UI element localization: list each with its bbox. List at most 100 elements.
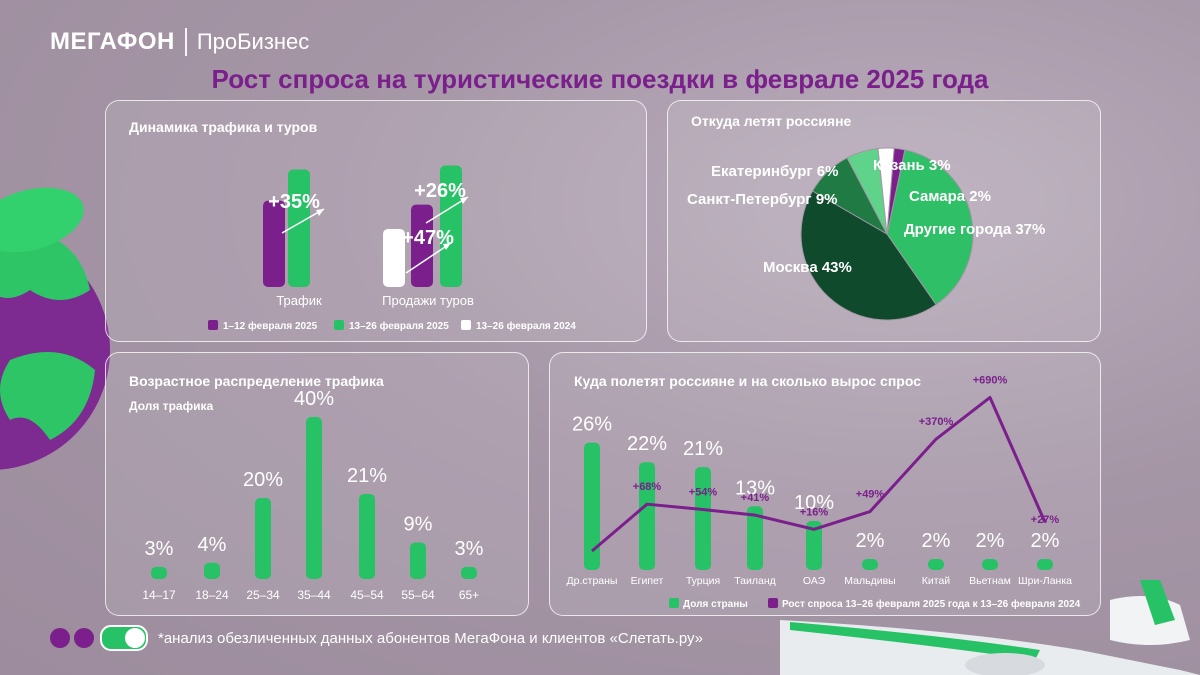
- pie-label: Другие города 37%: [904, 221, 1045, 238]
- country-share-label: 13%: [735, 477, 775, 499]
- country-bar: [928, 559, 944, 570]
- age-tick-label: 25–34: [246, 588, 280, 602]
- page-title: Рост спроса на туристические поездки в ф…: [211, 64, 989, 94]
- growth-arrow: [405, 242, 452, 274]
- legend-swatch: [334, 320, 344, 330]
- country-share-label: 21%: [683, 438, 723, 460]
- legend-swatch: [208, 320, 218, 330]
- brand-logo: МегаФон ПроБизнес: [50, 28, 309, 56]
- chart-age-distribution: 3% 14–17 4% 18–24 20% 25–34 40% 35–44 21% 45–54 9%…: [142, 388, 484, 602]
- purple-dot-icon: [50, 628, 70, 648]
- country-tick-label: Мальдивы: [844, 575, 895, 587]
- country-bar: [584, 442, 600, 570]
- age-value-label: 21%: [347, 465, 387, 487]
- country-share-label: 26%: [572, 414, 612, 436]
- demand-growth-line: [591, 395, 1047, 553]
- pie-slice-Самара: [886, 147, 906, 235]
- country-bar: [695, 467, 711, 570]
- legend-label: 13–26 февраля 2025: [349, 320, 449, 332]
- country-bar: [747, 506, 763, 570]
- age-bar: [204, 562, 220, 579]
- brand-product: ПроБизнес: [196, 29, 310, 54]
- pie-slice-Москва: [800, 190, 937, 321]
- country-share-label: 2%: [976, 530, 1005, 552]
- legend-swatch: [669, 598, 679, 608]
- pie-label: Самара 2%: [909, 188, 991, 205]
- age-bar: [151, 566, 167, 579]
- growth-value-label: +27%: [1031, 514, 1060, 526]
- age-bar: [306, 417, 322, 579]
- country-tick-label: Таиланд: [734, 575, 776, 587]
- country-tick-label: Др.страны: [567, 575, 618, 587]
- growth-value-label: +41%: [741, 492, 770, 504]
- growth-value-label: +54%: [689, 486, 718, 498]
- pie-label: Казань 3%: [873, 157, 951, 174]
- airplane-illustration: [780, 580, 1200, 675]
- legend-swatch: [768, 598, 778, 608]
- chart-origin-cities: Другие города 37% Москва 43% Санкт-Петербу…: [687, 147, 1045, 321]
- chart-traffic-tours: Трафик Продажи туров +35% +26% +47% 1–12 февр…: [208, 165, 576, 332]
- bar-Продажи туров-1: [440, 165, 462, 287]
- country-share-label: 2%: [856, 530, 885, 552]
- chart-title: Куда полетят россияне и на сколько вырос…: [574, 373, 921, 389]
- growth-value-label: +68%: [633, 481, 662, 493]
- chart-subtitle: Доля трафика: [129, 399, 214, 413]
- age-value-label: 3%: [145, 538, 174, 560]
- chart-destinations: 26% Др.страны 22% Египет 21% Турция 13% Таиланд…: [567, 374, 1081, 610]
- growth-arrowhead: [316, 209, 324, 216]
- purple-dot-icon: [74, 628, 94, 648]
- pie-label: Москва 43%: [763, 259, 852, 276]
- age-value-label: 3%: [455, 538, 484, 560]
- footnote: *анализ обезличенных данных абонентов Ме…: [158, 629, 704, 647]
- chart-title: Возрастное распределение трафика: [129, 373, 384, 389]
- bar-Продажи туров-2: [383, 228, 405, 287]
- country-bar: [982, 559, 998, 570]
- age-bar: [359, 493, 375, 579]
- country-bar: [806, 521, 822, 570]
- growth-arrow: [425, 196, 469, 224]
- age-tick-label: 45–54: [350, 588, 384, 602]
- toggle-icon: [100, 625, 148, 651]
- legend-label: 13–26 февраля 2024: [476, 320, 576, 332]
- category-label: Трафик: [276, 293, 322, 308]
- age-value-label: 40%: [294, 388, 334, 410]
- pie-label: Екатеринбург 6%: [711, 163, 838, 180]
- panel-destinations: Куда полетят россияне и на сколько вырос…: [549, 352, 1101, 616]
- age-tick-label: 14–17: [142, 588, 176, 602]
- country-bar: [862, 559, 878, 570]
- pie-slice-Другие города: [886, 149, 974, 306]
- country-tick-label: Китай: [922, 575, 951, 587]
- country-bar: [639, 462, 655, 570]
- country-tick-label: Турция: [686, 575, 720, 587]
- country-tick-label: ОАЭ: [803, 575, 826, 587]
- chart-title: Динамика трафика и туров: [129, 119, 318, 135]
- legend-label: Рост спроса 13–26 февраля 2025 года к 13…: [782, 598, 1081, 610]
- bar-Трафик-0: [263, 200, 285, 287]
- country-share-label: 2%: [922, 530, 951, 552]
- growth-arrow: [281, 208, 325, 234]
- growth-value-label: +49%: [856, 489, 885, 501]
- country-bar: [1037, 559, 1053, 570]
- country-share-label: 2%: [1031, 530, 1060, 552]
- country-share-label: 22%: [627, 433, 667, 455]
- growth-arrowhead: [460, 197, 468, 204]
- growth-label: +26%: [414, 180, 466, 202]
- growth-value-label: +690%: [973, 374, 1008, 386]
- legend-label: 1–12 февраля 2025: [223, 320, 318, 332]
- age-value-label: 9%: [404, 514, 433, 536]
- growth-label: +47%: [402, 227, 454, 249]
- country-share-label: 10%: [794, 492, 834, 514]
- growth-value-label: +370%: [919, 416, 954, 428]
- panel-traffic-tours: Динамика трафика и туров Трафик Продажи т…: [105, 100, 647, 342]
- brand-name: МегаФон: [50, 28, 175, 55]
- bar-Трафик-1: [288, 169, 310, 287]
- age-bar: [410, 542, 426, 579]
- age-bar: [461, 566, 477, 579]
- growth-arrowhead: [443, 243, 451, 250]
- age-value-label: 20%: [243, 469, 283, 491]
- age-tick-label: 55–64: [401, 588, 435, 602]
- pie-label: Санкт-Петербург 9%: [687, 191, 838, 208]
- legend-label: Доля страны: [683, 599, 748, 610]
- chart-title: Откуда летят россияне: [691, 113, 852, 129]
- country-tick-label: Шри-Ланка: [1018, 575, 1072, 587]
